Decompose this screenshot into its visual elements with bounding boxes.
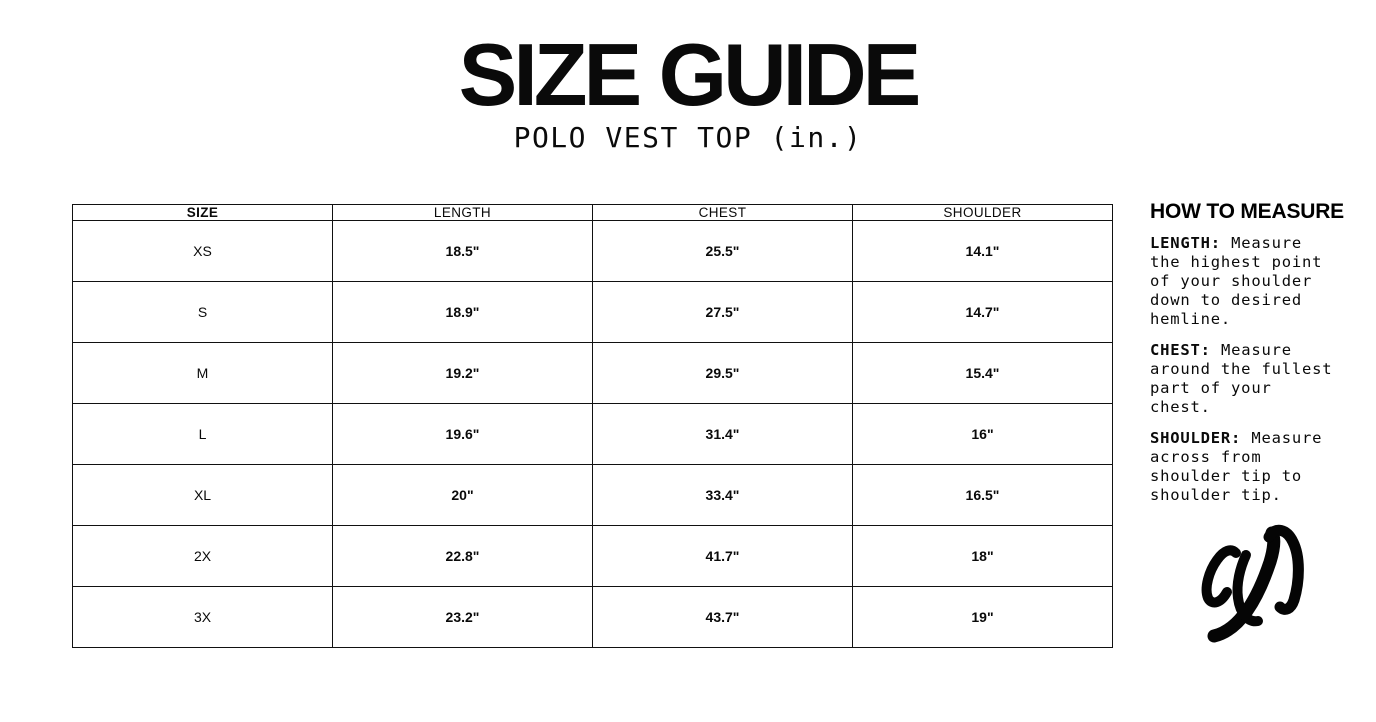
- size-cell: S: [72, 281, 333, 343]
- length-cell: 23.2": [332, 586, 593, 648]
- measure-item-shoulder: SHOULDER: Measure across from shoulder t…: [1150, 429, 1336, 505]
- shoulder-cell: 16.5": [852, 464, 1113, 526]
- how-to-measure-panel: HOW TO MEASURE LENGTH: Measure the highe…: [1150, 200, 1360, 517]
- table-row: 2X 22.8" 41.7" 18": [72, 525, 1113, 587]
- table-row: 3X 23.2" 43.7" 19": [72, 586, 1113, 648]
- length-cell: 19.6": [332, 403, 593, 465]
- table-row: M 19.2" 29.5" 15.4": [72, 342, 1113, 404]
- shoulder-cell: 14.1": [852, 220, 1113, 282]
- chest-cell: 43.7": [592, 586, 853, 648]
- table-row: XS 18.5" 25.5" 14.1": [72, 220, 1113, 282]
- shoulder-cell: 14.7": [852, 281, 1113, 343]
- size-table-header-row: SIZE LENGTH CHEST SHOULDER: [72, 204, 1113, 221]
- size-cell: L: [72, 403, 333, 465]
- size-cell: XL: [72, 464, 333, 526]
- chest-cell: 29.5": [592, 342, 853, 404]
- size-table: SIZE LENGTH CHEST SHOULDER XS 18.5" 25.5…: [72, 204, 1113, 648]
- chest-cell: 27.5": [592, 281, 853, 343]
- page-subtitle: POLO VEST TOP (in.): [513, 121, 863, 154]
- page-title: SIZE GUIDE: [458, 25, 922, 124]
- length-cell: 18.5": [332, 220, 593, 282]
- length-cell: 18.9": [332, 281, 593, 343]
- size-cell: 2X: [72, 525, 333, 587]
- chest-cell: 31.4": [592, 403, 853, 465]
- size-table-header-shoulder: SHOULDER: [852, 204, 1113, 221]
- measure-label-shoulder: SHOULDER:: [1150, 429, 1242, 447]
- measure-item-length: LENGTH: Measure the highest point of you…: [1150, 234, 1336, 329]
- table-row: S 18.9" 27.5" 14.7": [72, 281, 1113, 343]
- chest-cell: 33.4": [592, 464, 853, 526]
- size-table-header-chest: CHEST: [592, 204, 853, 221]
- measure-text-length: Measure the highest point of your should…: [1150, 234, 1323, 328]
- measure-item-chest: CHEST: Measure around the fullest part o…: [1150, 341, 1336, 417]
- brand-logo: [1186, 524, 1310, 644]
- measure-text-chest: Measure around the fullest part of your …: [1150, 341, 1333, 416]
- measure-text-shoulder: Measure across from shoulder tip to shou…: [1150, 429, 1323, 504]
- page-header: SIZE GUIDE POLO VEST TOP (in.): [0, 0, 1376, 155]
- table-row: L 19.6" 31.4" 16": [72, 403, 1113, 465]
- chest-cell: 41.7": [592, 525, 853, 587]
- table-row: XL 20" 33.4" 16.5": [72, 464, 1113, 526]
- size-cell: M: [72, 342, 333, 404]
- size-table-header-length: LENGTH: [332, 204, 593, 221]
- how-to-measure-heading: HOW TO MEASURE: [1150, 200, 1344, 223]
- length-cell: 22.8": [332, 525, 593, 587]
- measure-label-chest: CHEST:: [1150, 341, 1211, 359]
- shoulder-cell: 16": [852, 403, 1113, 465]
- size-cell: 3X: [72, 586, 333, 648]
- chest-cell: 25.5": [592, 220, 853, 282]
- length-cell: 19.2": [332, 342, 593, 404]
- measure-label-length: LENGTH:: [1150, 234, 1221, 252]
- size-table-header-size: SIZE: [72, 204, 333, 221]
- shoulder-cell: 15.4": [852, 342, 1113, 404]
- brand-script-logo-icon: [1201, 524, 1304, 643]
- shoulder-cell: 19": [852, 586, 1113, 648]
- shoulder-cell: 18": [852, 525, 1113, 587]
- length-cell: 20": [332, 464, 593, 526]
- size-cell: XS: [72, 220, 333, 282]
